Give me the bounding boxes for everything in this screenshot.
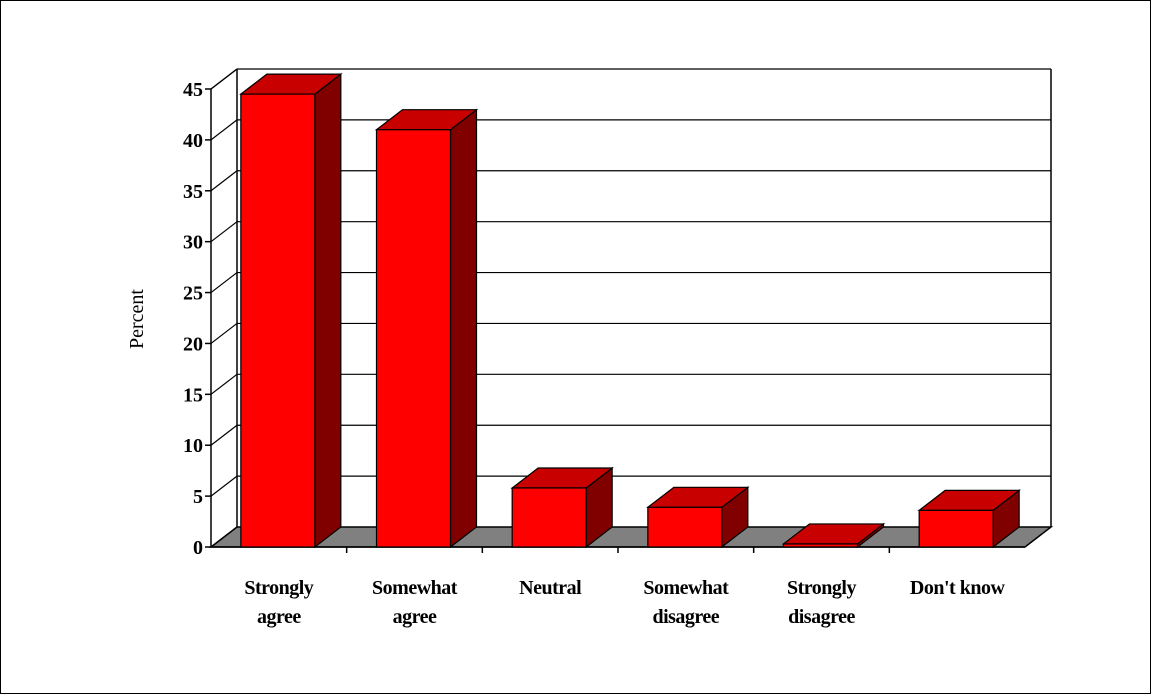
y-tick-label: 30 (183, 232, 203, 254)
x-tick-label: disagree (788, 606, 855, 628)
bar (917, 489, 1021, 549)
y-axis-title: Percent (126, 289, 148, 349)
bar-side (449, 108, 478, 549)
bar (374, 108, 479, 549)
side-wall-line (210, 170, 238, 192)
x-tick-label: Don't know (910, 577, 1006, 599)
bar (646, 486, 750, 549)
y-tick-label: 20 (183, 333, 203, 355)
x-tick-label: Somewhat (372, 577, 458, 599)
x-tick-label: disagree (652, 606, 719, 628)
bar (239, 72, 343, 549)
side-wall-line (210, 221, 238, 243)
bar-front (782, 543, 859, 548)
y-tick-label: 15 (183, 384, 203, 406)
y-tick-label: 25 (183, 283, 203, 305)
y-tick-label: 40 (183, 130, 203, 152)
y-tick-label: 35 (183, 181, 203, 203)
y-tick-label: 0 (193, 537, 203, 559)
bar (781, 522, 886, 549)
bar-front (918, 509, 994, 548)
bar-side (314, 72, 342, 549)
side-wall-line (210, 272, 238, 294)
side-wall-line (210, 424, 238, 446)
side-wall-line (210, 119, 238, 141)
x-tick-label: agree (393, 606, 437, 628)
x-tick-label: Strongly (787, 577, 856, 599)
x-tick-label: Neutral (519, 577, 582, 599)
y-tick-label: 45 (183, 79, 203, 101)
bar-front (375, 129, 452, 548)
bar-front (240, 93, 316, 548)
x-tick-label: Somewhat (643, 577, 729, 599)
side-wall-line (210, 475, 238, 497)
side-wall-line (210, 373, 238, 395)
bar-front (511, 487, 587, 548)
bar-front (647, 506, 723, 548)
side-wall-top (210, 68, 238, 90)
y-tick-label: 5 (193, 486, 203, 508)
bar (510, 466, 614, 549)
y-tick-label: 10 (183, 435, 203, 457)
side-wall-line (210, 526, 238, 548)
x-tick-label: agree (257, 606, 301, 628)
x-tick-label: Strongly (244, 577, 313, 599)
side-wall-line (210, 322, 238, 344)
